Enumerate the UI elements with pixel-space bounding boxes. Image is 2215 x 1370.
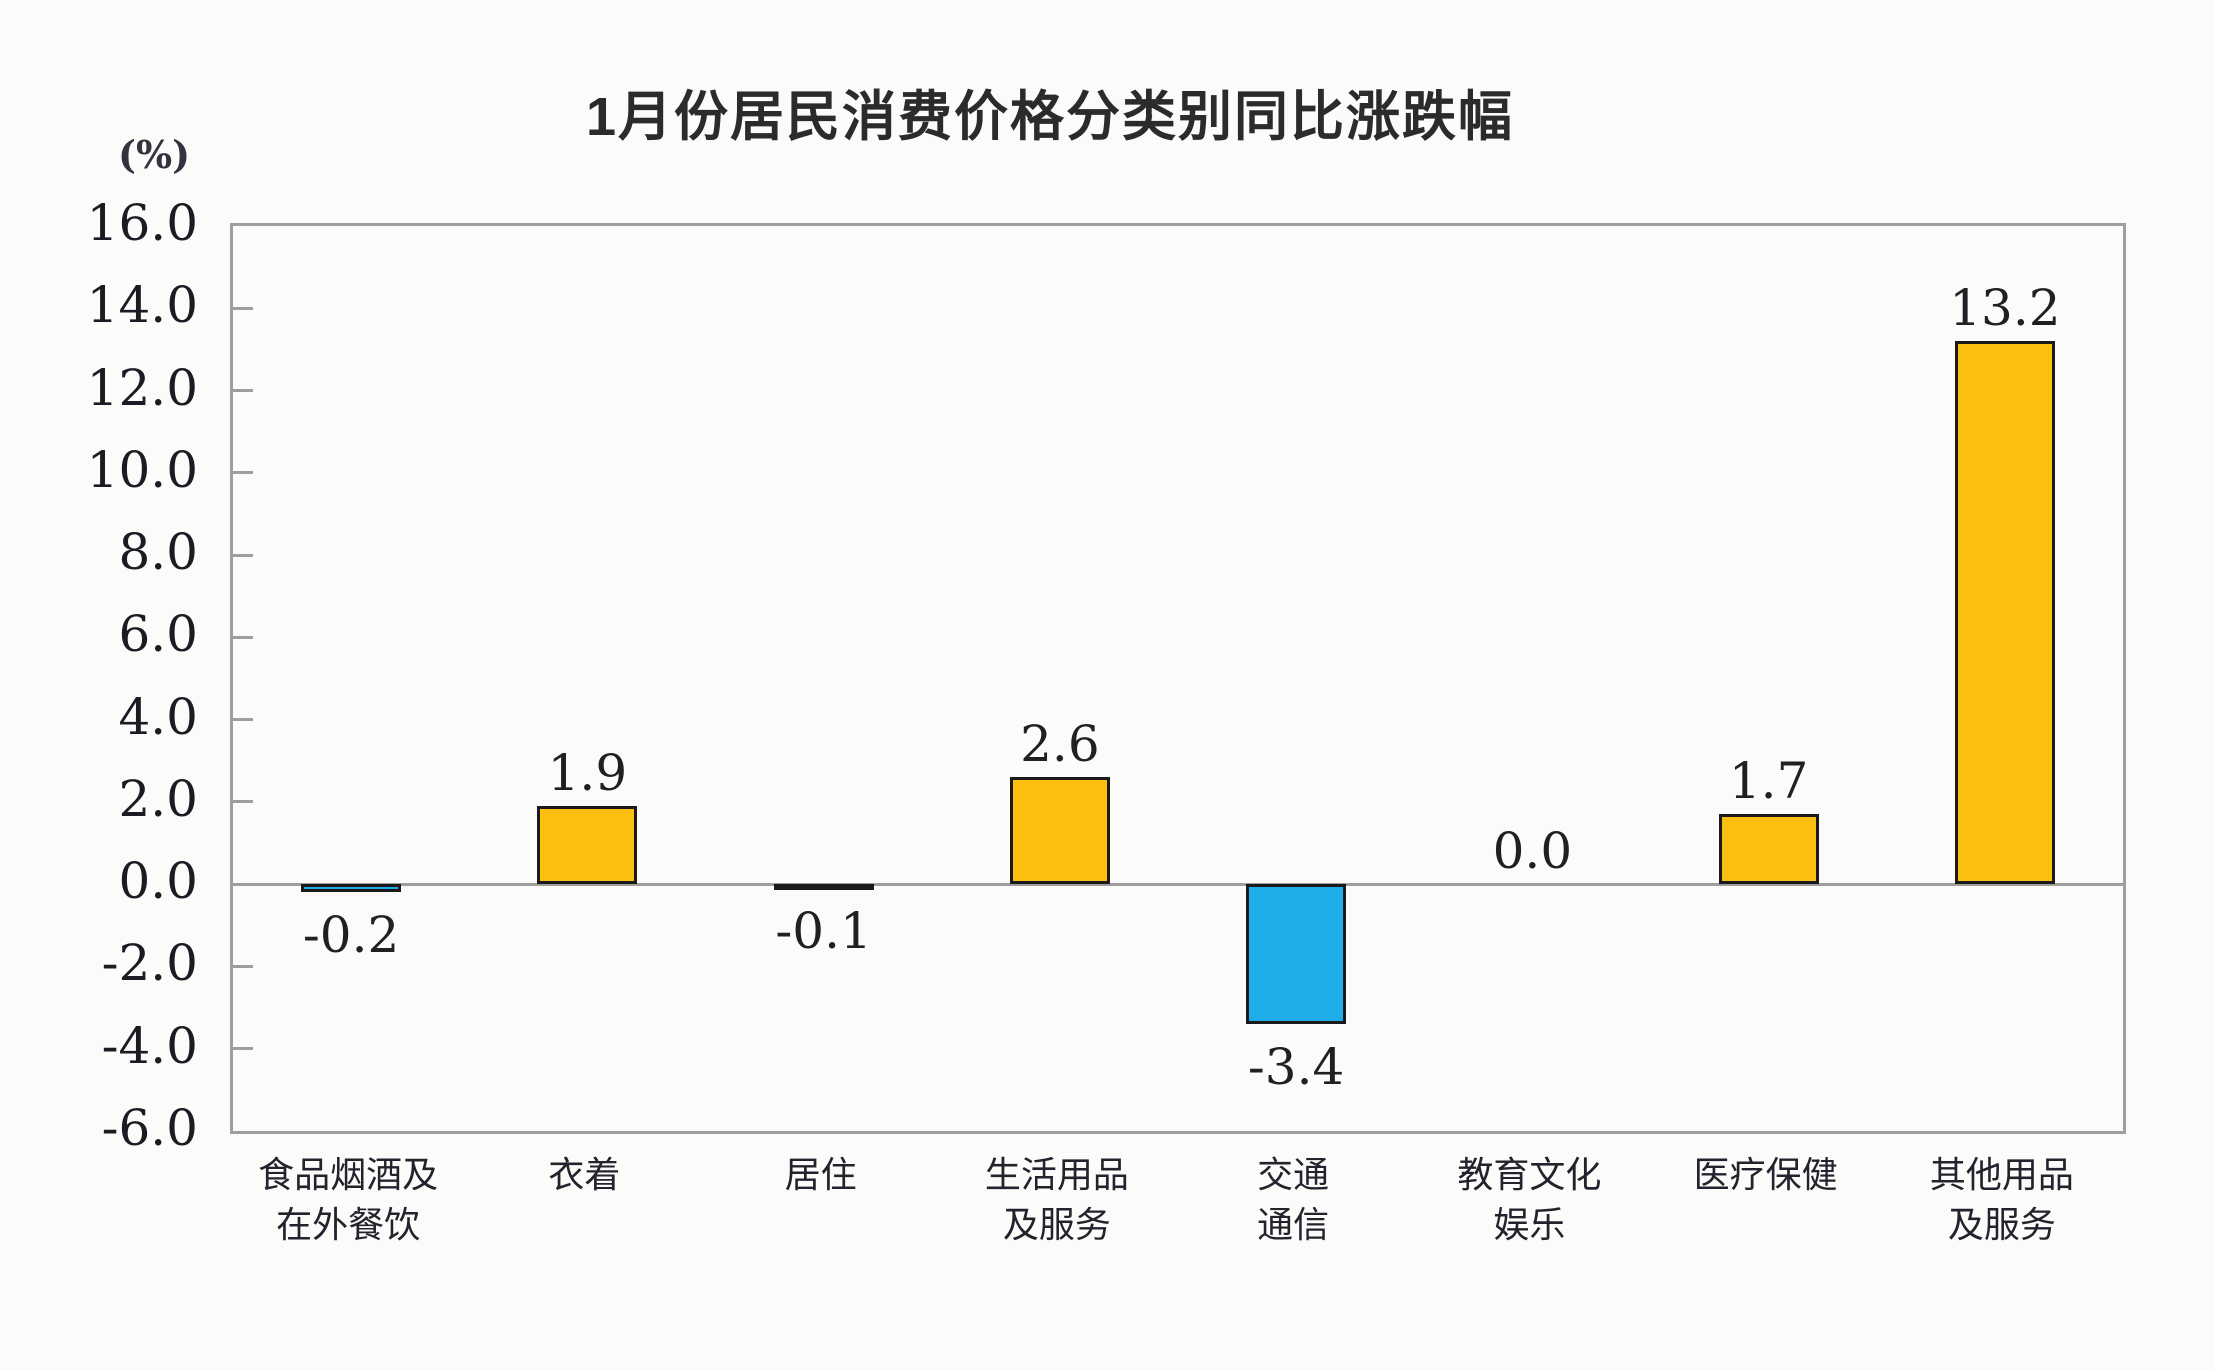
bar-4 — [1009, 777, 1110, 885]
y-axis-tick-label: -6.0 — [101, 1099, 198, 1157]
y-axis-tick-label: 14.0 — [86, 276, 198, 335]
category-label: 医疗保健 — [1693, 1154, 1838, 1195]
category-label: 交通 通信 — [1257, 1154, 1330, 1245]
y-axis-tick-label: -4.0 — [101, 1016, 198, 1075]
bar-1 — [301, 884, 402, 893]
category-label: 其他用品 及服务 — [1929, 1154, 2074, 1245]
value-label: -3.4 — [1247, 1038, 1345, 1097]
chart-title: 1月份居民消费价格分类别同比涨跌幅 — [585, 87, 1515, 147]
value-label: -0.2 — [302, 906, 400, 965]
y-axis-tick-label: -2.0 — [101, 934, 198, 993]
y-axis-tick-mark — [233, 635, 253, 639]
value-label: 1.9 — [547, 744, 628, 803]
y-axis-tick-label: 2.0 — [118, 769, 198, 828]
value-label: 0.0 — [1492, 822, 1573, 881]
category-label: 生活用品 及服务 — [984, 1154, 1129, 1245]
category-label: 食品烟酒及 在外餐饮 — [258, 1154, 439, 1245]
y-axis-tick-label: 16.0 — [86, 194, 198, 252]
value-label: 13.2 — [1949, 279, 2061, 338]
y-axis-unit-label: (%) — [118, 132, 191, 177]
y-axis-tick-mark — [233, 800, 253, 804]
y-axis-tick-mark — [233, 1047, 253, 1051]
value-label: -0.1 — [775, 902, 872, 961]
plot-area: -0.2 1.9 -0.1 2.6 -3.4 0.0 1.7 13.2 — [230, 223, 2126, 1134]
y-axis-tick-label: 8.0 — [118, 523, 198, 582]
y-axis-tick-mark — [233, 471, 253, 475]
bar-7 — [1718, 814, 1819, 885]
y-axis-tick-label: 6.0 — [118, 605, 198, 664]
y-axis-tick-label: 0.0 — [118, 852, 198, 911]
category-label: 教育文化 娱乐 — [1457, 1154, 1602, 1245]
y-axis-tick-label: 12.0 — [86, 358, 198, 417]
y-axis-tick-label: 4.0 — [118, 687, 198, 746]
y-axis-tick-mark — [233, 389, 253, 393]
category-label: 衣着 — [548, 1154, 621, 1195]
value-label: 1.7 — [1728, 752, 1809, 811]
y-axis-tick-mark — [233, 553, 253, 557]
bar-8 — [1954, 341, 2055, 885]
y-axis-tick-label: 10.0 — [86, 440, 198, 499]
y-axis-tick-mark — [233, 306, 253, 310]
y-axis-tick-mark — [233, 718, 253, 722]
bar-3 — [773, 884, 874, 891]
zero-axis-line — [233, 882, 2123, 886]
value-label: 2.6 — [1020, 715, 1100, 774]
bar-2 — [537, 806, 638, 885]
bar-5 — [1246, 884, 1347, 1025]
y-axis-tick-mark — [233, 964, 253, 968]
category-label: 居住 — [784, 1154, 857, 1195]
